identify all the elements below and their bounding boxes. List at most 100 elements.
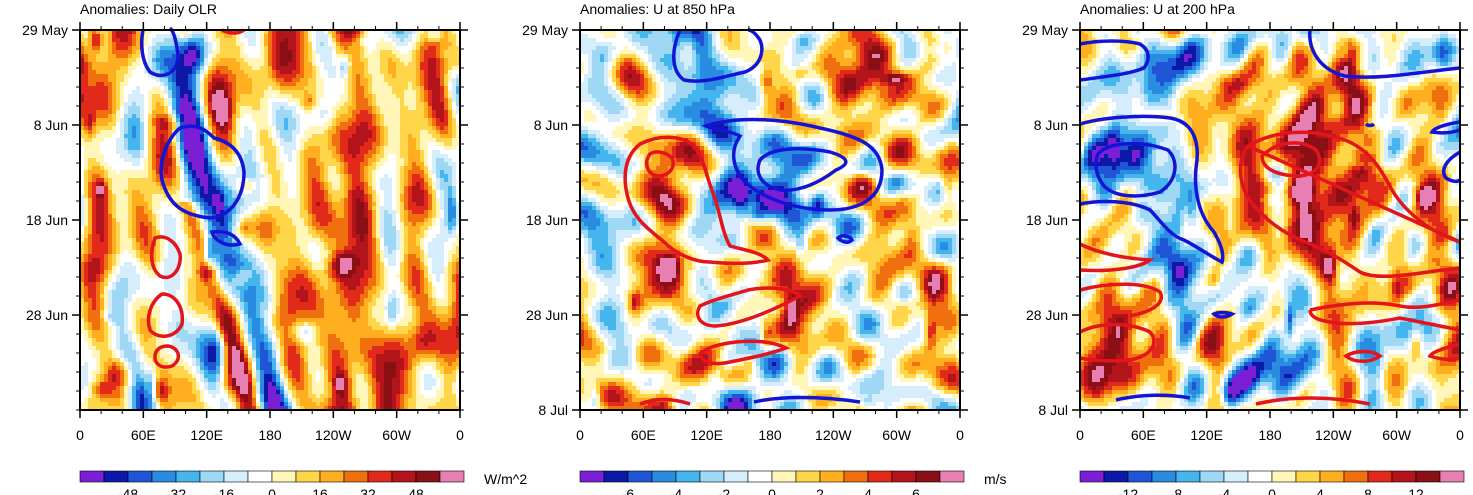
heatmap-cell (292, 34, 297, 39)
heatmap-cell (148, 34, 153, 39)
heatmap-cell (416, 34, 421, 39)
heatmap-cell (416, 46, 421, 51)
heatmap-cell (216, 78, 221, 83)
heatmap-cell (264, 78, 269, 83)
heatmap-cell (268, 90, 273, 95)
heatmap-cell (228, 78, 233, 83)
heatmap-cell (84, 62, 89, 67)
heatmap-cell (172, 98, 177, 103)
heatmap-cell (364, 62, 369, 67)
heatmap-cell (428, 86, 433, 91)
heatmap-cell (292, 42, 297, 47)
heatmap-cell (292, 74, 297, 79)
heatmap-cell (120, 90, 125, 95)
heatmap-cell (148, 58, 153, 63)
heatmap-cell (436, 90, 441, 95)
heatmap-cell (312, 82, 317, 87)
heatmap-cell (348, 74, 353, 79)
heatmap-cell (312, 78, 317, 83)
heatmap-cell (384, 42, 389, 47)
heatmap-cell (144, 94, 149, 99)
heatmap-cell (232, 90, 237, 95)
heatmap-cell (96, 102, 101, 107)
heatmap-cell (328, 98, 333, 103)
heatmap-cell (404, 90, 409, 95)
heatmap-cell (416, 62, 421, 67)
heatmap-cell (428, 38, 433, 43)
heatmap-cell (388, 46, 393, 51)
heatmap-cell (220, 78, 225, 83)
heatmap-cell (304, 66, 309, 71)
heatmap-cell (256, 70, 261, 75)
heatmap-cell (212, 54, 217, 59)
heatmap-cell (232, 74, 237, 79)
heatmap-cell (360, 62, 365, 67)
heatmap-cell (108, 90, 113, 95)
heatmap-cell (300, 42, 305, 47)
heatmap-cell (156, 86, 161, 91)
heatmap-field (80, 30, 461, 411)
heatmap-cell (188, 94, 193, 99)
heatmap-cell (336, 34, 341, 39)
heatmap-cell (276, 50, 281, 55)
heatmap-cell (140, 66, 145, 71)
heatmap-cell (324, 74, 329, 79)
heatmap-cell (200, 46, 205, 51)
heatmap-cell (356, 70, 361, 75)
heatmap-cell (288, 86, 293, 91)
heatmap-cell (448, 98, 453, 103)
heatmap-cell (244, 90, 249, 95)
heatmap-cell (300, 38, 305, 43)
heatmap-cell (200, 54, 205, 59)
heatmap-cell (332, 58, 337, 63)
heatmap-cell (312, 70, 317, 75)
heatmap-cell (96, 66, 101, 71)
heatmap-cell (352, 34, 357, 39)
heatmap-cell (372, 42, 377, 47)
heatmap-cell (228, 102, 233, 107)
heatmap-cell (340, 98, 345, 103)
heatmap-cell (104, 38, 109, 43)
heatmap-cell (308, 54, 313, 59)
heatmap-cell (248, 90, 253, 95)
heatmap-cell (92, 66, 97, 71)
heatmap-cell (304, 58, 309, 63)
heatmap-cell (304, 98, 309, 103)
heatmap-cell (112, 78, 117, 83)
heatmap-cell (128, 78, 133, 83)
heatmap-cell (348, 62, 353, 67)
heatmap-cell (116, 86, 121, 91)
heatmap-cell (444, 54, 449, 59)
heatmap-cell (288, 98, 293, 103)
heatmap-cell (284, 38, 289, 43)
heatmap-cell (392, 74, 397, 79)
heatmap-cell (100, 38, 105, 43)
heatmap-cell (104, 82, 109, 87)
heatmap-cell (380, 70, 385, 75)
heatmap-cell (264, 54, 269, 59)
heatmap-cell (128, 62, 133, 67)
heatmap-cell (152, 50, 157, 55)
heatmap-cell (316, 50, 321, 55)
heatmap-cell (120, 38, 125, 43)
heatmap-cell (192, 90, 197, 95)
heatmap-cell (212, 82, 217, 87)
heatmap-cell (216, 90, 221, 95)
heatmap-cell (284, 62, 289, 67)
heatmap-cell (368, 70, 373, 75)
heatmap-cell (360, 34, 365, 39)
heatmap-cell (304, 50, 309, 55)
heatmap-cell (328, 66, 333, 71)
heatmap-cell (304, 38, 309, 43)
heatmap-cell (300, 70, 305, 75)
heatmap-cell (296, 98, 301, 103)
heatmap-cell (244, 66, 249, 71)
heatmap-cell (268, 94, 273, 99)
heatmap-cell (360, 54, 365, 59)
heatmap-cell (436, 46, 441, 51)
heatmap-cell (332, 78, 337, 83)
heatmap-cell (184, 102, 189, 107)
heatmap-cell (236, 50, 241, 55)
heatmap-cell (112, 62, 117, 67)
heatmap-cell (224, 102, 229, 107)
